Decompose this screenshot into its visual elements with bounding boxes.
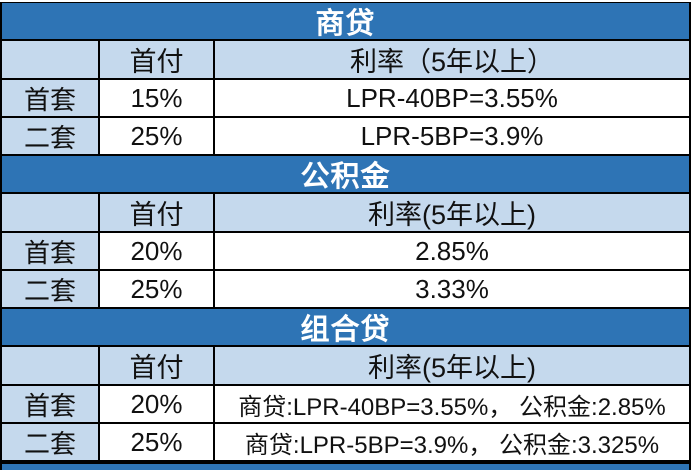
header-cell-rate: 利率（5年以上）: [215, 41, 689, 78]
header-cell-down-payment: 首付: [100, 194, 215, 231]
header-row-commercial: 首付 利率（5年以上）: [2, 41, 689, 80]
table-row-commercial-second-home: 二套 25% LPR-5BP=3.9%: [2, 118, 689, 156]
table-row-combined-first-home: 首套 20% 商贷:LPR-40BP=3.55%， 公积金:2.85%: [2, 386, 689, 424]
section-title-housing-fund: 公积金: [2, 156, 689, 194]
rate-value: 3.33%: [415, 273, 489, 304]
table-row-commercial-first-home: 首套 15% LPR-40BP=3.55%: [2, 80, 689, 118]
row-label-first-home: 首套: [2, 233, 100, 269]
table-row-fund-second-home: 二套 25% 3.33%: [2, 271, 689, 309]
down-payment-value: 15%: [100, 80, 215, 116]
rate-value: 商贷:LPR-5BP=3.9%， 公积金:3.325%: [244, 431, 660, 459]
header-cell-rate: 利率(5年以上): [215, 347, 689, 384]
table-row-fund-first-home: 首套 20% 2.85%: [2, 233, 689, 271]
header-row-combined: 首付 利率(5年以上): [2, 347, 689, 386]
next-section-edge: [2, 462, 689, 470]
row-label-first-home: 首套: [2, 80, 100, 116]
header-cell-empty: [2, 41, 100, 78]
header-cell-empty: [2, 194, 100, 231]
row-label-second-home: 二套: [2, 118, 100, 154]
row-label-second-home: 二套: [2, 271, 100, 307]
rate-value: LPR-40BP=3.55%: [346, 82, 558, 113]
row-label-second-home: 二套: [2, 424, 100, 460]
down-payment-value: 25%: [100, 271, 215, 307]
rate-value: 2.85%: [415, 235, 489, 266]
header-cell-down-payment: 首付: [100, 347, 215, 384]
section-title-combined-loan: 组合贷: [2, 309, 689, 347]
row-label-first-home: 首套: [2, 386, 100, 422]
down-payment-value: 25%: [100, 118, 215, 154]
header-cell-empty: [2, 347, 100, 384]
down-payment-value: 25%: [100, 424, 215, 460]
header-cell-down-payment: 首付: [100, 41, 215, 78]
down-payment-value: 20%: [100, 386, 215, 422]
header-row-housing-fund: 首付 利率(5年以上): [2, 194, 689, 233]
down-payment-value: 20%: [100, 233, 215, 269]
table-row-combined-second-home: 二套 25% 商贷:LPR-5BP=3.9%， 公积金:3.325%: [2, 424, 689, 462]
section-title-commercial-loan: 商贷: [2, 3, 689, 41]
header-cell-rate: 利率(5年以上): [215, 194, 689, 231]
rate-value: LPR-5BP=3.9%: [360, 120, 544, 151]
rate-value: 商贷:LPR-40BP=3.55%， 公积金:2.85%: [238, 393, 666, 421]
